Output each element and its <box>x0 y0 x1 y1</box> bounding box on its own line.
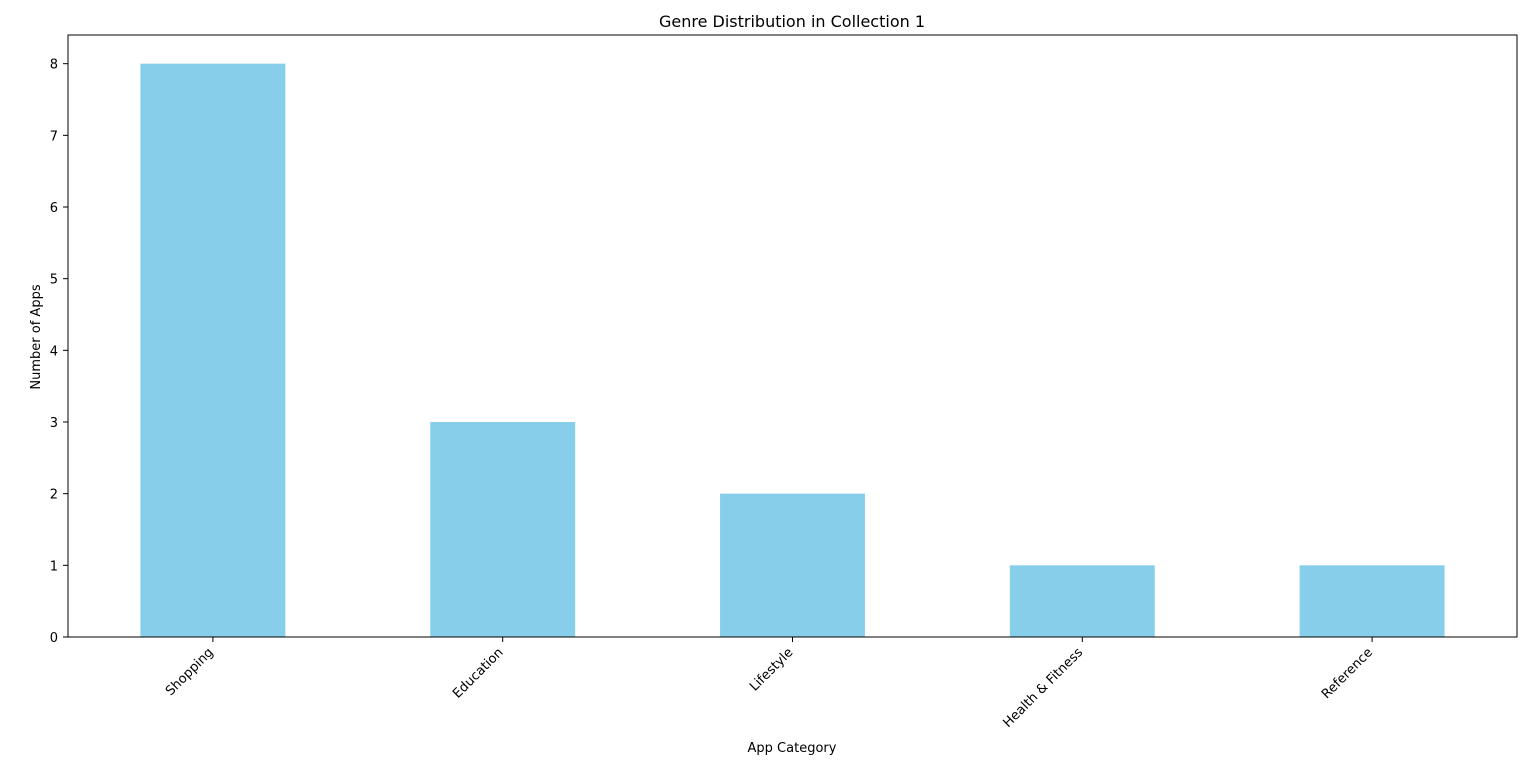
y-tick-label: 6 <box>50 201 58 216</box>
y-tick-label: 2 <box>50 488 58 503</box>
y-tick-label: 5 <box>50 273 58 288</box>
chart-title: Genre Distribution in Collection 1 <box>659 12 925 31</box>
y-tick-label: 1 <box>50 559 58 574</box>
y-tick-label: 4 <box>50 344 58 359</box>
x-axis-label: App Category <box>748 741 837 756</box>
bars-group <box>140 63 1445 637</box>
bar-education <box>430 422 576 637</box>
y-tick-label: 8 <box>50 58 58 73</box>
bar-health-fitness <box>1009 565 1155 637</box>
bar-reference <box>1299 565 1445 637</box>
bar-lifestyle <box>720 493 865 637</box>
y-axis-ticks: 0 1 2 3 4 5 6 7 8 <box>50 58 68 646</box>
y-tick-label: 3 <box>50 416 58 431</box>
plot-area-frame <box>67 34 1518 638</box>
bar-shopping <box>140 63 286 637</box>
y-axis-label: Number of Apps <box>29 284 44 389</box>
y-tick-label: 7 <box>50 129 58 144</box>
y-tick-label: 0 <box>50 631 58 646</box>
